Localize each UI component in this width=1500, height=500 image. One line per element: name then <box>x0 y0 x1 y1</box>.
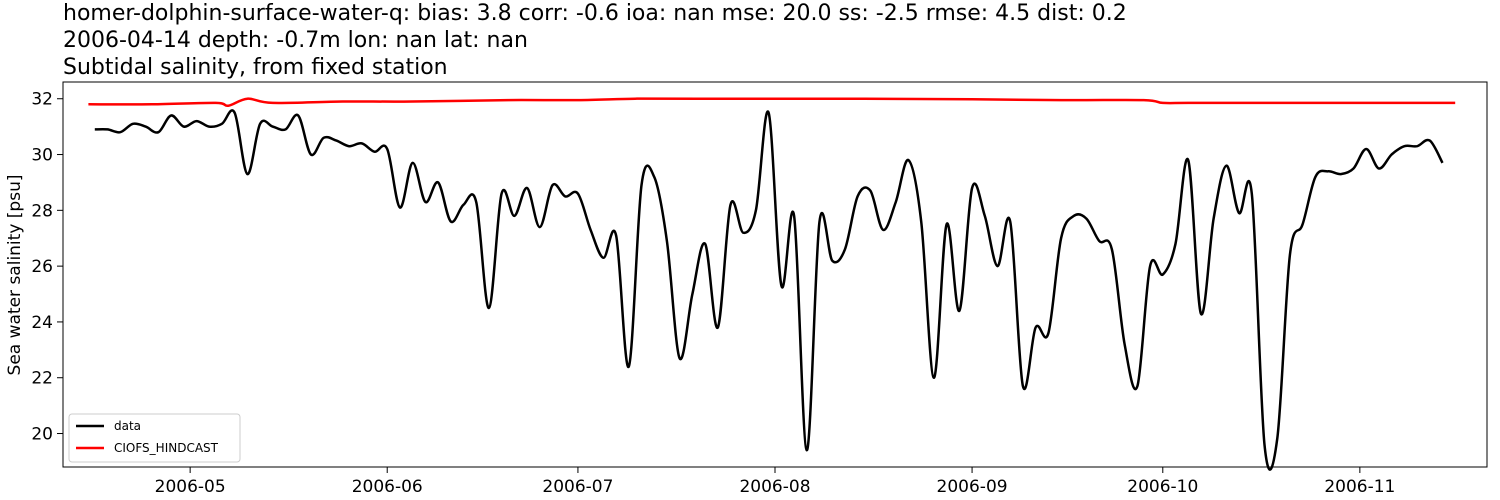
y-tick-label: 20 <box>31 425 53 445</box>
chart-title: homer-dolphin-surface-water-q: bias: 3.8… <box>63 1 1127 26</box>
series-lines <box>88 97 1456 471</box>
legend-box <box>68 413 241 463</box>
chart-title-block: homer-dolphin-surface-water-q: bias: 3.8… <box>63 0 1127 81</box>
y-tick-label: 26 <box>31 257 53 277</box>
y-tick-label: 22 <box>31 369 53 389</box>
y-tick-label: 24 <box>31 313 53 333</box>
legend-label-model: CIOFS_HINDCAST <box>114 441 219 455</box>
x-tick-label: 2006-05 <box>155 477 226 497</box>
series-line-ciofs-hindcast <box>88 97 1456 108</box>
chart-subtitle-description: Subtidal salinity, from fixed station <box>63 55 448 80</box>
y-tick-label: 28 <box>31 201 53 221</box>
x-axis-ticks: 2006-05 2006-06 2006-07 2006-08 2006-09 2006-… <box>155 467 1395 497</box>
x-tick-label: 2006-07 <box>542 477 613 497</box>
x-tick-label: 2006-11 <box>1324 477 1395 497</box>
y-tick-label: 30 <box>31 146 53 166</box>
plot-area-frame <box>62 81 1488 468</box>
legend-label-data: data <box>114 419 141 433</box>
y-axis-ticks: 20 22 24 26 28 30 32 <box>31 90 63 445</box>
series-line-data <box>94 109 1444 471</box>
x-tick-label: 2006-08 <box>739 477 810 497</box>
x-tick-label: 2006-06 <box>352 477 423 497</box>
chart-subtitle-date-depth: 2006-04-14 depth: -0.7m lon: nan lat: na… <box>63 28 528 53</box>
y-tick-label: 32 <box>31 90 53 110</box>
x-tick-label: 2006-10 <box>1127 477 1198 497</box>
legend: data CIOFS_HINDCAST <box>68 413 241 463</box>
y-axis-label: Sea water salinity [psu] <box>5 175 25 376</box>
x-tick-label: 2006-09 <box>937 477 1008 497</box>
